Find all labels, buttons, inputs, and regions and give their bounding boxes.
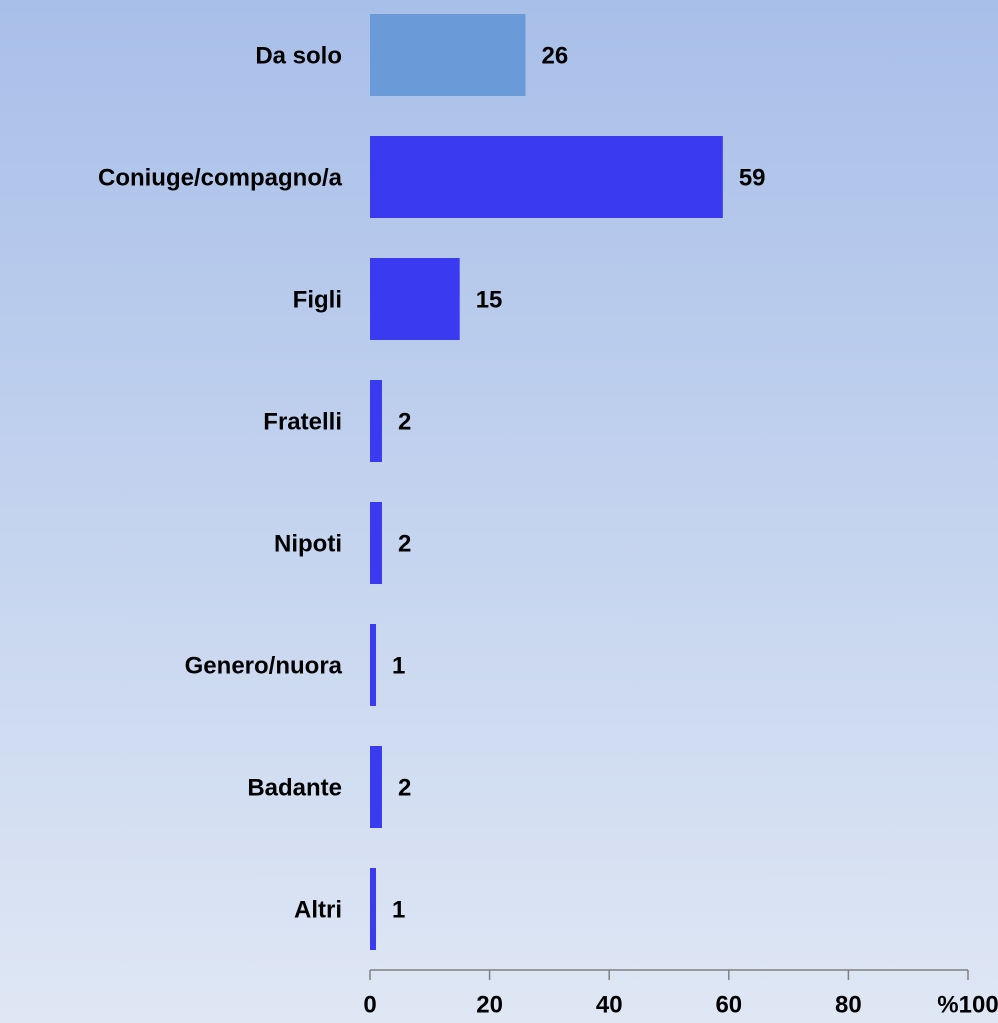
category-label: Badante: [247, 774, 342, 801]
x-tick-label: 20: [476, 991, 503, 1018]
value-label: 26: [541, 42, 568, 69]
bar: [370, 14, 526, 96]
category-label: Fratelli: [263, 408, 342, 435]
bar: [370, 868, 376, 950]
value-label: 15: [476, 286, 503, 313]
x-tick-label: 80: [835, 991, 862, 1018]
value-label: 2: [398, 408, 411, 435]
value-label: 2: [398, 530, 411, 557]
value-label: 59: [739, 164, 766, 191]
bar: [370, 746, 382, 828]
category-label: Coniuge/compagno/a: [98, 164, 343, 191]
value-label: 1: [392, 652, 405, 679]
category-label: Altri: [294, 896, 342, 923]
value-label: 1: [392, 896, 405, 923]
x-tick-label: 60: [715, 991, 742, 1018]
value-label: 2: [398, 774, 411, 801]
bar: [370, 258, 460, 340]
x-tick-label: %100: [937, 991, 998, 1018]
category-label: Genero/nuora: [185, 652, 343, 679]
x-tick-label: 40: [596, 991, 623, 1018]
x-tick-label: 0: [363, 991, 376, 1018]
category-label: Da solo: [255, 42, 342, 69]
category-label: Nipoti: [274, 530, 342, 557]
bar: [370, 624, 376, 706]
bar: [370, 380, 382, 462]
category-label: Figli: [293, 286, 342, 313]
bar: [370, 502, 382, 584]
bar: [370, 136, 723, 218]
